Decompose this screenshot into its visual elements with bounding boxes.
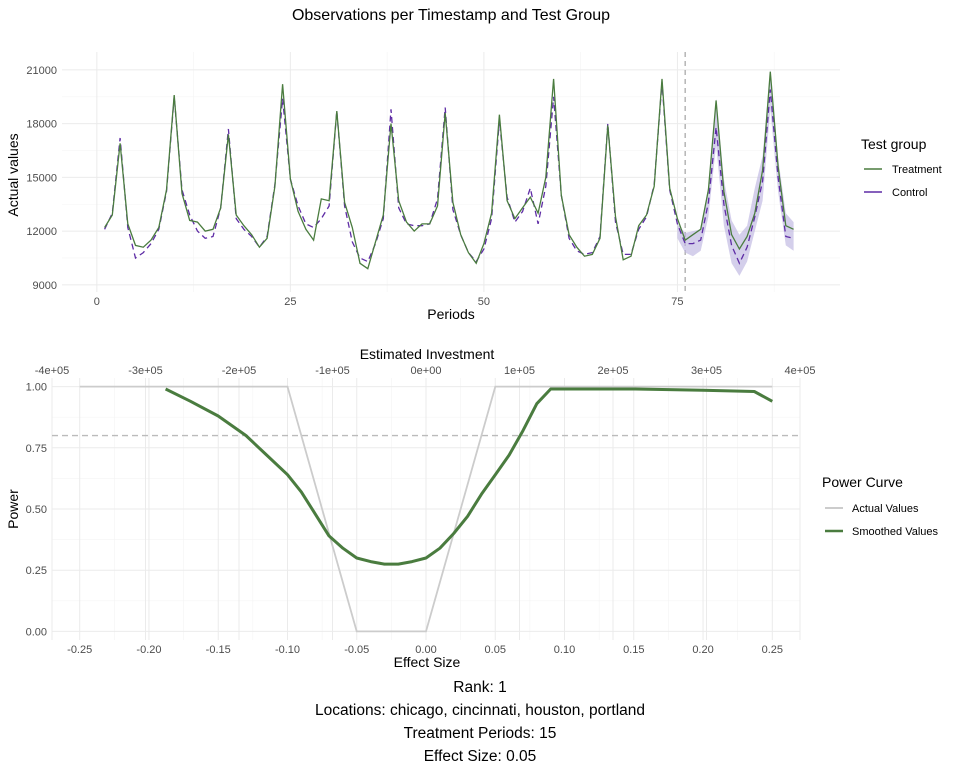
y-tick-label: 0.00 <box>26 626 47 638</box>
y-tick-label: 1.00 <box>26 382 47 394</box>
treatment-line <box>104 71 794 270</box>
control-band-area <box>677 69 794 276</box>
legend-title: Test group <box>861 136 927 152</box>
chart-title: Observations per Timestamp and Test Grou… <box>292 7 610 24</box>
y-tick-label: 12000 <box>26 226 57 238</box>
observations-lines <box>104 71 794 270</box>
secondary-x-tick-label: -4e+05 <box>35 365 70 377</box>
legend-label-control: Control <box>892 187 927 199</box>
y-tick-label: 0.50 <box>26 504 47 516</box>
y-tick-label: 18000 <box>26 119 57 131</box>
x-tick-label: 0.10 <box>554 644 575 656</box>
power-ticks: 0.00 0.25 0.50 0.75 1.00 -0.25 -0.20 -0.15 -0.10… <box>26 365 816 656</box>
secondary-x-tick-label: 0e+00 <box>411 365 442 377</box>
x-tick-label: 0.05 <box>485 644 506 656</box>
treatment-periods-text: Treatment Periods: 15 <box>403 725 557 742</box>
x-tick-label: 0 <box>94 296 100 308</box>
y-tick-label: 9000 <box>33 280 57 292</box>
y-tick-label: 0.75 <box>26 443 47 455</box>
x-tick-label: 75 <box>671 296 683 308</box>
observations-chart: Observations per Timestamp and Test Grou… <box>5 7 942 322</box>
legend-label-smoothed: Smoothed Values <box>852 526 939 538</box>
x-tick-label: -0.20 <box>136 644 161 656</box>
y-tick-label: 15000 <box>26 172 57 184</box>
summary-footer: Rank: 1 Locations: chicago, cincinnati, … <box>0 676 960 768</box>
power-lines <box>79 385 774 633</box>
x-tick-label: -0.10 <box>275 644 300 656</box>
secondary-x-tick-label: -2e+05 <box>222 365 257 377</box>
secondary-x-tick-label: 4e+05 <box>785 365 816 377</box>
y-axis-title-power: Power <box>5 489 21 529</box>
power-curve-chart: Estimated Investment 0.00 0.25 0.50 0.75 1.0… <box>5 346 939 670</box>
rank-text: Rank: 1 <box>453 679 507 696</box>
legend-power-curve: Power Curve Actual Values Smoothed Value… <box>822 474 939 538</box>
x-tick-label: 0.20 <box>692 644 713 656</box>
legend-title-power: Power Curve <box>822 474 903 490</box>
chart-canvas: Observations per Timestamp and Test Grou… <box>5 7 942 670</box>
x-tick-label: -0.15 <box>206 644 231 656</box>
y-tick-label: 0.25 <box>26 565 47 577</box>
x-axis-title-effect-size: Effect Size <box>394 654 461 670</box>
legend-test-group: Test group Treatment Control <box>861 136 942 199</box>
actual-values-line <box>79 385 773 633</box>
secondary-x-axis-title: Estimated Investment <box>360 346 495 362</box>
x-tick-label: 0.00 <box>415 644 436 656</box>
y-tick-label: 21000 <box>26 65 57 77</box>
secondary-x-tick-label: -3e+05 <box>128 365 163 377</box>
x-tick-label: 0.15 <box>623 644 644 656</box>
y-axis-title: Actual values <box>5 133 21 216</box>
control-confidence-band <box>677 69 794 276</box>
x-tick-label: -0.25 <box>67 644 92 656</box>
secondary-x-tick-label: 3e+05 <box>691 365 722 377</box>
effect-size-text: Effect Size: 0.05 <box>423 748 537 765</box>
x-axis-title: Periods <box>427 306 474 322</box>
x-tick-label: 25 <box>284 296 296 308</box>
smoothed-values-line <box>164 387 774 566</box>
locations-text: Locations: chicago, cincinnati, houston,… <box>314 702 646 719</box>
legend-label-actual: Actual Values <box>852 503 919 515</box>
observations-grid <box>62 52 840 292</box>
secondary-x-tick-label: 1e+05 <box>504 365 535 377</box>
power-grid <box>51 378 801 640</box>
observations-ticks: 9000 12000 15000 18000 21000 0 25 50 75 <box>26 65 683 308</box>
x-tick-label: -0.05 <box>344 644 369 656</box>
secondary-x-tick-label: -1e+05 <box>315 365 350 377</box>
x-tick-label: 0.25 <box>762 644 783 656</box>
legend-label-treatment: Treatment <box>892 164 942 176</box>
secondary-x-tick-label: 2e+05 <box>598 365 629 377</box>
x-tick-label: 50 <box>478 296 490 308</box>
